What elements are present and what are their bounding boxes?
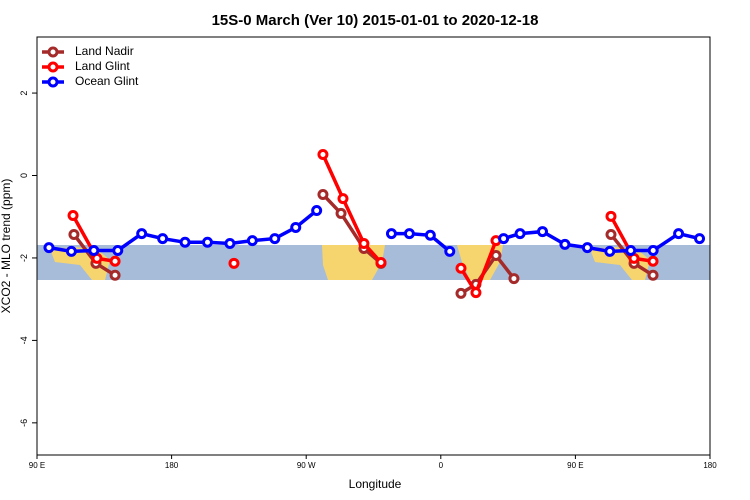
legend-label: Land Glint xyxy=(75,59,130,73)
data-point xyxy=(246,235,258,247)
data-point xyxy=(224,238,236,250)
data-point xyxy=(65,245,77,257)
y-tick-label: 2 xyxy=(19,91,29,96)
x-tick-label: 90 W xyxy=(297,461,316,470)
data-point xyxy=(559,238,571,250)
data-point xyxy=(201,236,213,248)
data-point xyxy=(179,236,191,248)
data-point xyxy=(444,245,456,257)
x-axis-label: Longitude xyxy=(349,477,402,491)
data-point xyxy=(358,238,370,250)
data-point xyxy=(290,221,302,233)
chart-title: 15S-0 March (Ver 10) 2015-01-01 to 2020-… xyxy=(212,12,539,29)
plot-frame xyxy=(36,36,711,456)
legend-marker xyxy=(47,61,59,73)
y-tick-label: -6 xyxy=(19,419,29,427)
data-point xyxy=(317,148,329,160)
data-point xyxy=(581,242,593,254)
data-point xyxy=(647,245,659,257)
data-point xyxy=(43,242,55,254)
data-point xyxy=(508,273,520,285)
legend-label: Ocean Glint xyxy=(75,74,139,88)
x-tick-label: 180 xyxy=(165,461,179,470)
data-point xyxy=(67,209,79,221)
legend-marker xyxy=(47,76,59,88)
data-point xyxy=(455,287,467,299)
data-point xyxy=(375,256,387,268)
y-axis-label: XCO2 - MLO trend (ppm) xyxy=(0,179,13,314)
data-point xyxy=(311,205,323,217)
data-point xyxy=(536,226,548,238)
series-line xyxy=(321,153,383,264)
data-point xyxy=(694,233,706,245)
data-point xyxy=(625,245,637,257)
data-point xyxy=(335,207,347,219)
legend-label: Land Nadir xyxy=(75,44,134,58)
y-tick-label: -2 xyxy=(19,254,29,262)
data-point xyxy=(109,269,121,281)
data-point xyxy=(136,228,148,240)
data-point xyxy=(647,255,659,267)
data-point xyxy=(605,228,617,240)
data-point xyxy=(109,255,121,267)
data-point xyxy=(157,233,169,245)
x-tick-label: 0 xyxy=(439,461,444,470)
data-point xyxy=(269,233,281,245)
data-point xyxy=(514,228,526,240)
series-line xyxy=(503,229,700,254)
x-tick-label: 90 E xyxy=(567,461,583,470)
x-tick-label: 90 E xyxy=(29,461,45,470)
x-tick-label: 180 xyxy=(703,461,717,470)
data-point xyxy=(337,193,349,205)
data-point xyxy=(88,245,100,257)
data-point xyxy=(317,188,329,200)
data-point xyxy=(112,245,124,257)
data-point xyxy=(228,257,240,269)
series-line xyxy=(391,231,451,253)
data-point xyxy=(424,229,436,241)
series-line xyxy=(321,193,383,265)
data-point xyxy=(68,228,80,240)
data-point xyxy=(673,228,685,240)
y-tick-label: 0 xyxy=(19,173,29,178)
data-point xyxy=(604,245,616,257)
data-point xyxy=(470,287,482,299)
data-point xyxy=(647,269,659,281)
data-point xyxy=(455,262,467,274)
legend-marker xyxy=(47,46,59,58)
data-point xyxy=(605,210,617,222)
data-point xyxy=(385,228,397,240)
data-point xyxy=(403,228,415,240)
data-point xyxy=(498,233,510,245)
y-tick-label: -4 xyxy=(19,336,29,344)
